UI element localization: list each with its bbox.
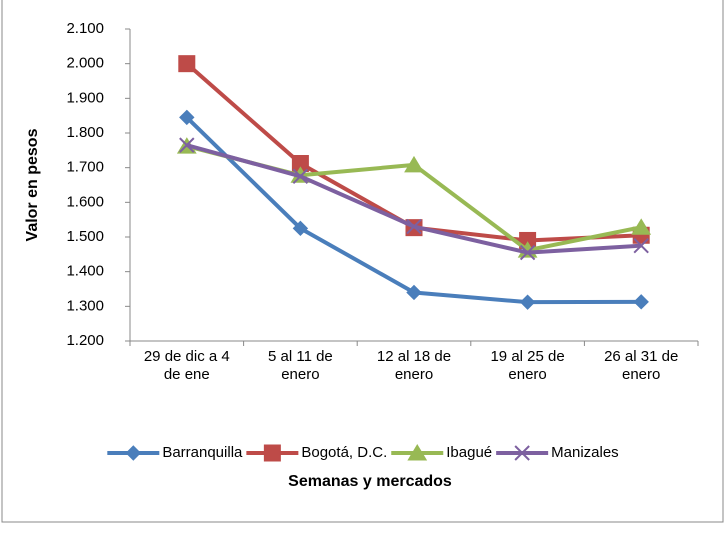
x-axis-title: Semanas y mercados bbox=[288, 473, 452, 490]
marker bbox=[407, 444, 428, 461]
marker bbox=[404, 155, 424, 173]
x-tick-label: 26 al 31 de enero bbox=[604, 348, 679, 383]
marker bbox=[406, 284, 422, 301]
marker bbox=[406, 218, 422, 235]
y-axis-title: Valor en pesos bbox=[24, 128, 41, 241]
marker bbox=[519, 294, 536, 310]
y-tick-label: 1.900 bbox=[66, 89, 104, 106]
marker bbox=[263, 444, 281, 462]
y-tick-label: 1.200 bbox=[66, 332, 104, 349]
marker bbox=[633, 237, 649, 254]
legend-label: Ibagué bbox=[446, 444, 492, 461]
marker bbox=[519, 244, 536, 261]
marker bbox=[292, 168, 309, 185]
legend: Barranquilla Bogotá, D.C. Ibagué Manizales bbox=[107, 444, 619, 462]
x-tick-label: 29 de dic a 4 de ene bbox=[143, 348, 230, 383]
y-tick-label: 1.300 bbox=[66, 297, 104, 314]
y-tick-label: 1.700 bbox=[66, 159, 104, 176]
marker bbox=[514, 445, 530, 461]
legend-label: Bogotá, D.C. bbox=[301, 444, 387, 461]
y-tick-label: 1.400 bbox=[66, 263, 104, 280]
y-tick-label: 2.100 bbox=[66, 20, 104, 37]
marker bbox=[631, 218, 652, 235]
x-tick-label: 19 al 25 de enero bbox=[490, 348, 565, 383]
marker bbox=[125, 445, 142, 461]
marker bbox=[292, 220, 309, 237]
marker bbox=[633, 294, 649, 310]
y-tick-label: 1.500 bbox=[66, 228, 104, 245]
x-tick-label: 12 al 18 de enero bbox=[376, 348, 452, 383]
y-tick-label: 1.800 bbox=[66, 124, 104, 141]
marker bbox=[179, 109, 195, 126]
x-tick-label: 5 al 11 de enero bbox=[268, 348, 333, 383]
y-tick-label: 2.000 bbox=[66, 55, 104, 72]
legend-label: Manizales bbox=[551, 444, 619, 461]
y-tick-label: 1.600 bbox=[66, 193, 104, 210]
legend-label: Barranquilla bbox=[162, 444, 243, 461]
marker bbox=[179, 137, 195, 153]
chart-border bbox=[1, 0, 724, 523]
marker bbox=[178, 55, 196, 73]
